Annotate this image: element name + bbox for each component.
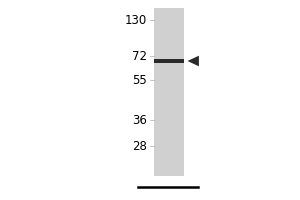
Text: 55: 55 xyxy=(132,73,147,86)
Text: 72: 72 xyxy=(132,49,147,62)
Polygon shape xyxy=(188,56,199,66)
Bar xyxy=(154,8,184,176)
Text: 36: 36 xyxy=(132,114,147,127)
Text: 28: 28 xyxy=(132,140,147,152)
Bar xyxy=(154,59,184,63)
Text: 130: 130 xyxy=(125,14,147,26)
